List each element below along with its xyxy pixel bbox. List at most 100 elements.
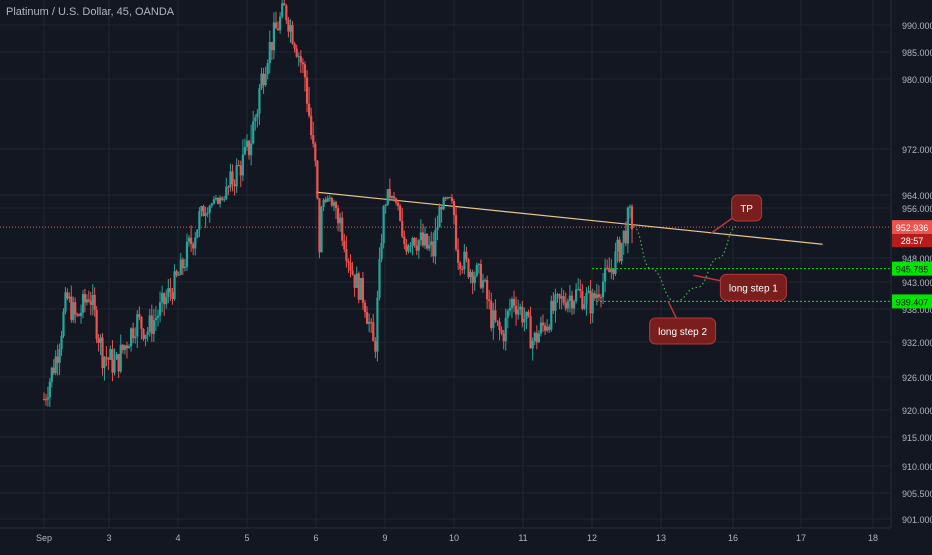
candle-body bbox=[152, 320, 155, 334]
candle-body bbox=[397, 202, 400, 206]
candle-body bbox=[46, 397, 49, 400]
candle-body bbox=[504, 317, 507, 342]
candle-body bbox=[68, 296, 71, 299]
candle-body bbox=[591, 293, 594, 314]
candle-body bbox=[370, 321, 373, 323]
candle-body bbox=[436, 227, 439, 231]
time-axis[interactable]: Sep 3 4 5 6 9 10 11 12 13 16 17 18 bbox=[0, 527, 890, 543]
candle-body bbox=[595, 294, 598, 299]
candle-body bbox=[347, 260, 350, 263]
candle-body bbox=[167, 287, 170, 298]
level-price-badge bbox=[892, 294, 932, 309]
candle-body bbox=[363, 302, 367, 313]
candle-body bbox=[440, 206, 443, 210]
candle-body bbox=[241, 154, 244, 176]
projection-path[interactable] bbox=[633, 226, 737, 303]
candle-body bbox=[62, 311, 65, 336]
candle-body bbox=[483, 279, 487, 281]
candle-body bbox=[399, 205, 402, 221]
candle-body bbox=[295, 48, 298, 57]
candle-body bbox=[285, 5, 288, 20]
candle-body bbox=[283, 3, 286, 6]
price-axis[interactable]: 990.000 985.000 980.000 972.000 964.000 956.0… bbox=[890, 0, 932, 528]
candle-body bbox=[52, 367, 55, 374]
candle-body bbox=[428, 244, 431, 249]
candle-body bbox=[239, 165, 242, 176]
candle-body bbox=[572, 301, 576, 309]
candle-body bbox=[165, 297, 168, 305]
price-tick-label: 905.500 bbox=[902, 489, 932, 499]
candle-body bbox=[550, 300, 553, 330]
candle-body bbox=[618, 239, 621, 262]
candle-body bbox=[318, 198, 321, 253]
candle-body bbox=[583, 304, 586, 309]
projection-path-line[interactable] bbox=[633, 226, 737, 303]
candle-body bbox=[144, 334, 147, 339]
candle-body bbox=[214, 197, 218, 200]
candle-body bbox=[103, 357, 106, 369]
candle-body bbox=[378, 259, 381, 298]
candle-body bbox=[156, 315, 160, 318]
candle-body bbox=[44, 399, 48, 401]
annotation-callout[interactable]: long step 2 bbox=[649, 301, 717, 345]
candle-body bbox=[421, 232, 425, 246]
candle-body bbox=[326, 198, 329, 202]
candle-body bbox=[608, 267, 611, 273]
candle-body bbox=[355, 273, 358, 288]
candle-body bbox=[210, 203, 213, 206]
candle-body bbox=[560, 296, 563, 299]
trendline[interactable] bbox=[315, 191, 823, 245]
candle-body bbox=[58, 349, 61, 363]
time-tick-label: 17 bbox=[796, 533, 806, 543]
candle-body bbox=[89, 301, 92, 305]
candle-body bbox=[256, 113, 259, 118]
candle-body bbox=[272, 22, 276, 51]
candle-body bbox=[459, 262, 462, 269]
annotations[interactable]: TP long step 1 long step 2 bbox=[649, 194, 787, 345]
annotation-callout[interactable]: long step 1 bbox=[693, 273, 787, 301]
time-tick-label: 3 bbox=[106, 533, 111, 543]
horizontal-levels[interactable] bbox=[0, 226, 890, 302]
candle-body bbox=[243, 147, 247, 155]
candle-body bbox=[417, 240, 420, 251]
candle-body bbox=[517, 309, 520, 315]
candle-body bbox=[411, 238, 414, 246]
candle-body bbox=[187, 237, 191, 242]
candle-body bbox=[444, 197, 447, 199]
candle-body bbox=[413, 238, 416, 246]
candle-body bbox=[95, 309, 98, 339]
price-tick-label: 985.000 bbox=[902, 48, 932, 58]
candle-body bbox=[556, 294, 559, 296]
price-tick-label: 926.000 bbox=[902, 373, 932, 383]
candle-body bbox=[473, 275, 476, 283]
candle-body bbox=[332, 202, 336, 206]
candle-body bbox=[471, 271, 474, 283]
candle-body bbox=[245, 140, 249, 148]
candle-body bbox=[216, 197, 220, 204]
annotation-text: long step 1 bbox=[729, 283, 778, 294]
annotation-text: long step 2 bbox=[658, 327, 707, 338]
candle-body bbox=[324, 199, 327, 202]
candle-body bbox=[407, 246, 410, 252]
candle-body bbox=[552, 300, 555, 311]
candle-body bbox=[146, 331, 149, 335]
candle-body bbox=[60, 335, 63, 350]
price-tick-label: 901.000 bbox=[902, 515, 932, 525]
candle-body bbox=[192, 244, 195, 249]
candle-body bbox=[392, 196, 396, 199]
candle-body bbox=[200, 206, 203, 212]
candle-body bbox=[173, 271, 176, 300]
candle-body bbox=[320, 206, 323, 253]
candle-body bbox=[423, 233, 427, 246]
annotation-callout[interactable]: TP bbox=[710, 194, 763, 234]
candle-body bbox=[266, 63, 269, 75]
trendline-layer[interactable] bbox=[315, 191, 823, 245]
candle-body bbox=[454, 215, 458, 250]
candle-body bbox=[107, 358, 110, 360]
candle-body bbox=[158, 302, 162, 316]
candle-body bbox=[597, 294, 600, 298]
candle-body bbox=[488, 299, 491, 302]
candle-body bbox=[351, 270, 354, 275]
